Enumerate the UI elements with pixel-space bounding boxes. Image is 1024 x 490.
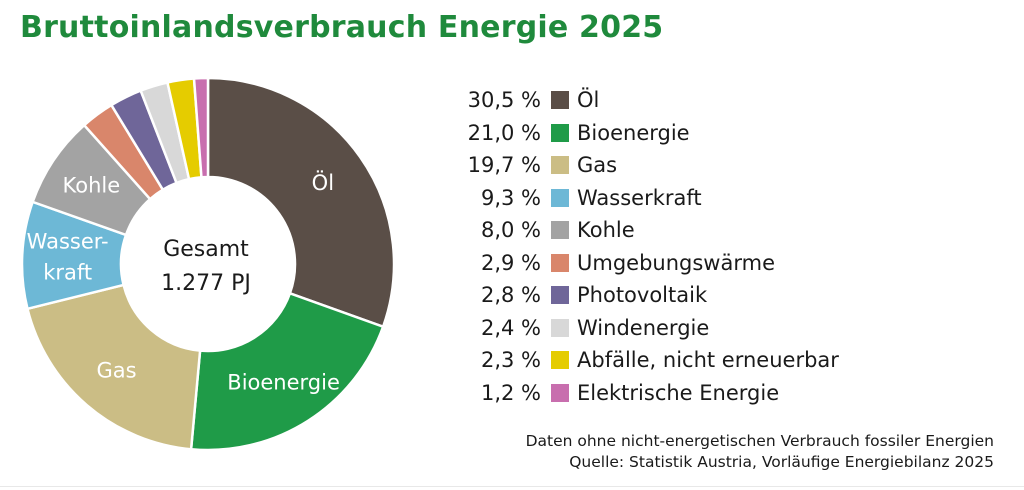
- footnote-source: Quelle: Statistik Austria, Vorläufige En…: [569, 453, 994, 471]
- donut-chart: Öl Bioenergie Gas Wasser-kraft Kohle Gesamt 1.…: [20, 76, 396, 452]
- legend-label: Wasserkraft: [577, 185, 702, 210]
- legend-swatch: [551, 156, 569, 175]
- legend-item-wasserkraft: 9,3 % Wasserkraft: [440, 182, 860, 215]
- legend-swatch: [551, 91, 569, 110]
- legend-item-abfalle-nicht-erneuerbar: 2,3 % Abfälle, nicht erneuerbar: [440, 344, 860, 377]
- legend-item-ol: 30,5 % Öl: [440, 84, 860, 117]
- chart-title: Bruttoinlandsverbrauch Energie 2025: [20, 10, 664, 45]
- legend-label: Umgebungswärme: [577, 250, 775, 275]
- legend-swatch: [551, 286, 569, 305]
- wedge-label-gas: Gas: [96, 359, 136, 383]
- legend-value: 2,8 %: [480, 283, 541, 308]
- legend-item-photovoltaik: 2,8 % Photovoltaik: [440, 279, 860, 312]
- legend-value: 2,3 %: [480, 348, 541, 373]
- slice-gas: [25, 283, 202, 451]
- slice-elektrische-energie: [192, 76, 210, 179]
- legend-label: Gas: [577, 153, 618, 178]
- legend-item-gas: 19,7 % Gas: [440, 149, 860, 182]
- legend-value: 2,4 %: [480, 315, 541, 340]
- legend-swatch: [551, 383, 569, 402]
- legend-label: Windenergie: [577, 315, 710, 340]
- legend-value: 8,0 %: [480, 218, 541, 243]
- bottom-divider: [0, 486, 1024, 487]
- legend-swatch: [551, 318, 569, 337]
- legend-item-elektrische-energie: 1,2 % Elektrische Energie: [440, 377, 860, 410]
- legend-item-umgebungswarme: 2,9 % Umgebungswärme: [440, 247, 860, 280]
- legend-swatch: [551, 221, 569, 240]
- legend-item-windenergie: 2,4 % Windenergie: [440, 312, 860, 345]
- legend-swatch: [551, 351, 569, 370]
- legend-label: Abfälle, nicht erneuerbar: [577, 348, 839, 373]
- legend-value: 30,5 %: [467, 88, 541, 113]
- slice-bioenergie: [189, 291, 385, 452]
- legend-value: 1,2 %: [480, 380, 541, 405]
- legend-swatch: [551, 123, 569, 142]
- slice-ol: [206, 76, 396, 329]
- legend-value: 19,7 %: [467, 153, 541, 178]
- legend-swatch: [551, 253, 569, 272]
- legend-label: Kohle: [577, 218, 635, 243]
- legend-item-bioenergie: 21,0 % Bioenergie: [440, 117, 860, 150]
- footnote-note: Daten ohne nicht-energetischen Verbrauch…: [525, 432, 994, 450]
- legend-label: Bioenergie: [577, 120, 690, 145]
- legend-value: 2,9 %: [480, 250, 541, 275]
- wedge-label-bioenergie: Bioenergie: [227, 370, 340, 394]
- legend-swatch: [551, 188, 569, 207]
- legend-value: 9,3 %: [480, 185, 541, 210]
- legend-label: Öl: [577, 88, 600, 113]
- center-label: Gesamt 1.277 PJ: [161, 237, 251, 296]
- wedge-label-kohle: Kohle: [63, 174, 121, 198]
- footnote: Daten ohne nicht-energetischen Verbrauch…: [526, 431, 994, 473]
- legend-value: 21,0 %: [467, 120, 541, 145]
- wedge-label-ol: Öl: [312, 170, 334, 195]
- wedge-label-wasserkraft: Wasser-kraft: [27, 230, 109, 285]
- chart-legend: 30,5 % Öl 21,0 % Bioenergie 19,7 % Gas 9,3 % Wa…: [440, 84, 860, 409]
- legend-label: Photovoltaik: [577, 283, 708, 308]
- legend-item-kohle: 8,0 % Kohle: [440, 214, 860, 247]
- legend-label: Elektrische Energie: [577, 380, 780, 405]
